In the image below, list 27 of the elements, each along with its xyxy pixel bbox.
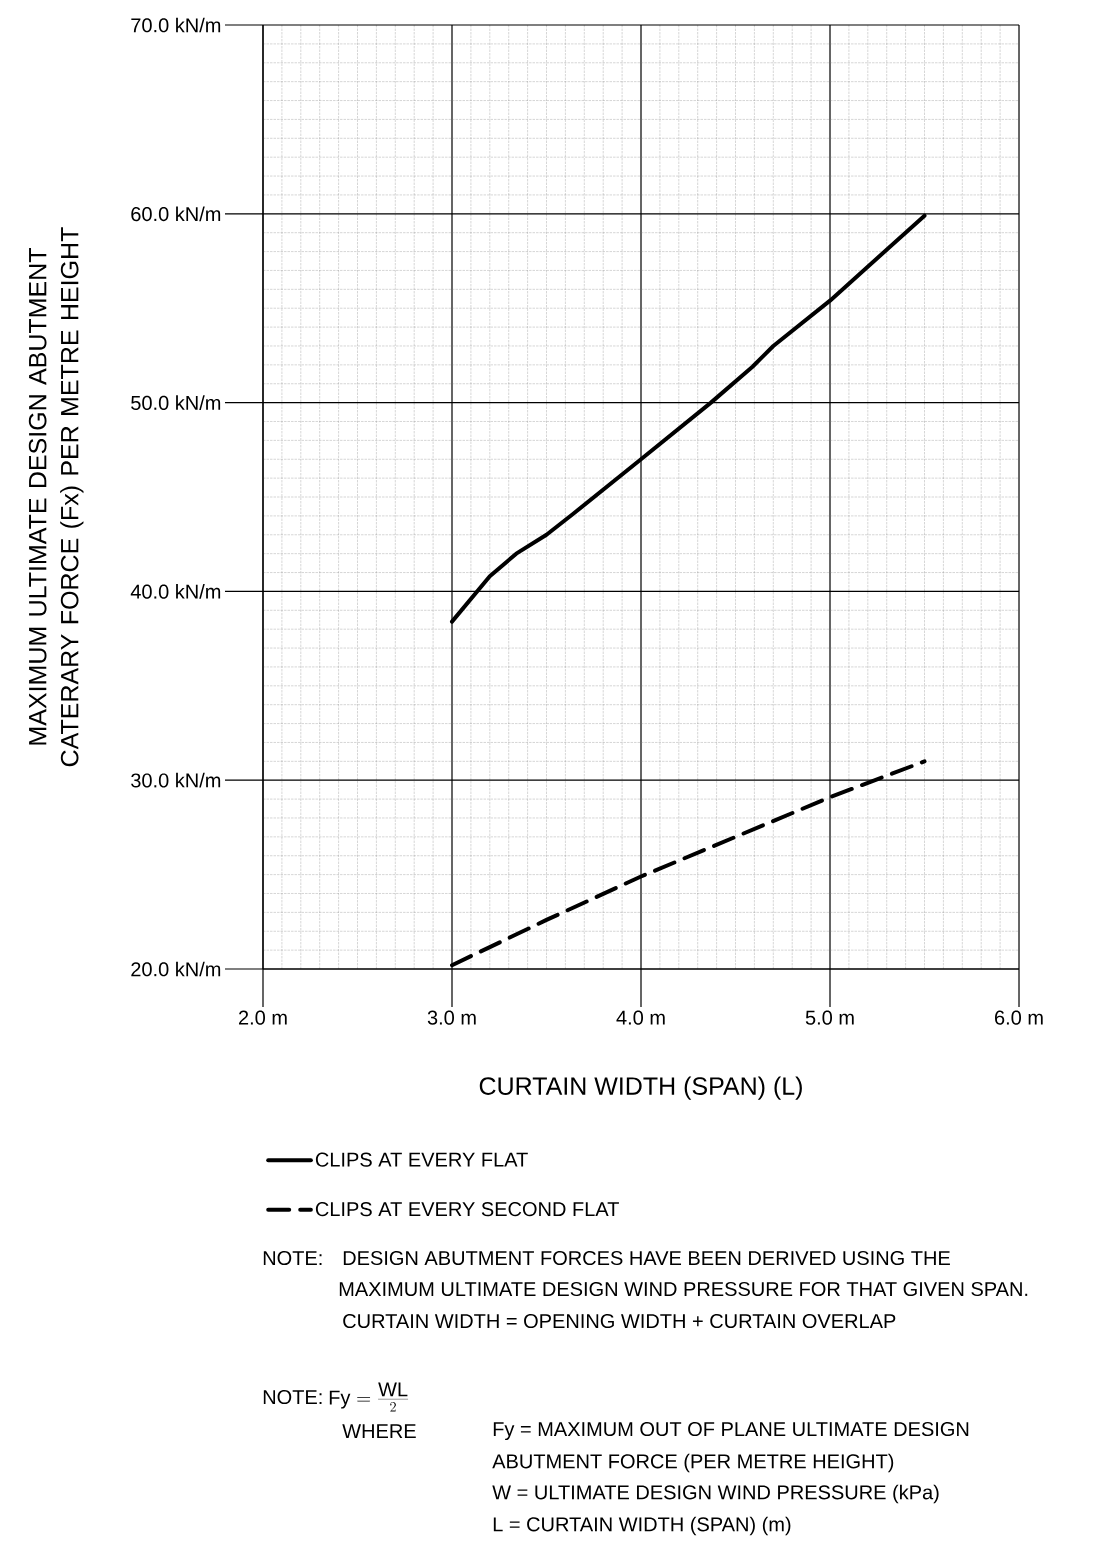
y-tick-label: 40.0 kN/m xyxy=(130,584,221,599)
text: L = CURTAIN WIDTH (SPAN) (m) xyxy=(493,1516,791,1536)
legend-label: CLIPS AT EVERY FLAT xyxy=(315,1152,528,1167)
text: W = ULTIMATE DESIGN WIND PRESSURE (kPa) xyxy=(492,1484,939,1504)
text: CURTAIN WIDTH = OPENING WIDTH + CURTAIN OVERLAP xyxy=(343,1313,896,1329)
y-tick-label: 30.0 kN/m xyxy=(131,772,221,788)
x-tick-label: 4.0 m xyxy=(616,1010,665,1025)
legend-label: CLIPS AT EVERY SECOND FLAT xyxy=(315,1202,619,1217)
y-tick-label: 20.0 kN/m xyxy=(131,961,221,977)
x-tick-label: 2.0 m xyxy=(238,1010,287,1025)
x-tick-label: 5.0 m xyxy=(805,1010,854,1025)
text: $\mbox{Fy} = \frac{\mbox{WL}}{2}$ xyxy=(329,1382,409,1412)
y-tick-label: 50.0 kN/m xyxy=(131,395,221,410)
line-series xyxy=(450,213,927,624)
text: NOTE: xyxy=(263,1250,322,1266)
y-tick-label: 70.0 kN/m xyxy=(131,17,221,33)
text: ABUTMENT FORCE (PER METRE HEIGHT) xyxy=(492,1453,894,1473)
x-axis-title: CURTAIN WIDTH (SPAN) (L) xyxy=(479,1076,802,1100)
x-tick-label: 6.0 m xyxy=(995,1010,1043,1025)
text: WHERE xyxy=(342,1424,416,1438)
y-tick-label: 60.0 kN/m xyxy=(131,206,221,222)
y-axis-title: MAXIMUM ULTIMATE DESIGN ABUTMENT CATERARY FORCE (Fx) PER METRE HEIGHT xyxy=(28,227,84,767)
text: DESIGN ABUTMENT FORCES HAVE BEEN DERIVED USING THE xyxy=(343,1250,950,1266)
text: MAXIMUM ULTIMATE DESIGN WIND PRESSURE FOR THAT GIVEN SPAN. xyxy=(339,1281,1028,1297)
x-tick-label: 3.0 m xyxy=(427,1010,476,1025)
text: NOTE: xyxy=(263,1389,322,1405)
text: Fy = MAXIMUM OUT OF PLANE ULTIMATE DESIGN xyxy=(493,1421,969,1441)
